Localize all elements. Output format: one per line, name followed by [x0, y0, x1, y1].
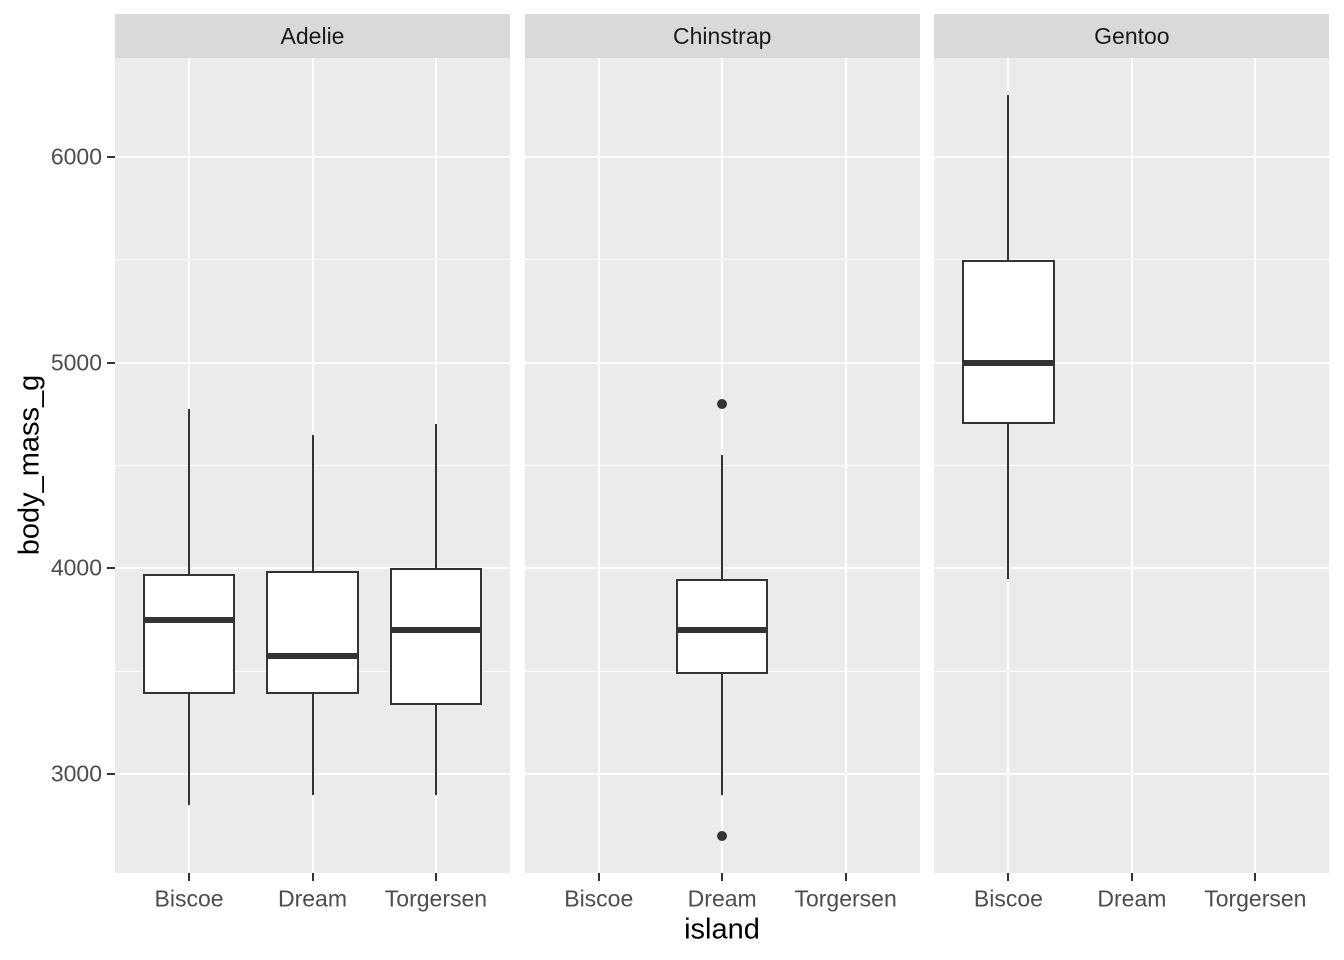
upper-whisker: [188, 408, 191, 574]
upper-whisker: [311, 434, 314, 571]
upper-whisker: [434, 424, 437, 569]
upper-whisker: [1007, 95, 1010, 260]
x-tick-mark: [844, 873, 847, 881]
x-tick-label: Torgersen: [794, 885, 897, 912]
gridline-vertical: [597, 58, 600, 873]
facet-strip-chinstrap: Chinstrap: [524, 14, 920, 58]
facet-panel-chinstrap: [524, 58, 920, 873]
y-tick-mark: [107, 361, 115, 364]
y-axis-title: body_mass_g: [13, 374, 46, 556]
x-tick-label: Dream: [1097, 885, 1167, 912]
lower-whisker: [311, 694, 314, 795]
lower-whisker: [434, 704, 437, 795]
x-tick-mark: [434, 873, 437, 881]
gridline-vertical: [1254, 58, 1257, 873]
x-tick-mark: [721, 873, 724, 881]
x-tick-label: Torgersen: [1204, 885, 1307, 912]
iqr-box: [962, 259, 1055, 425]
lower-whisker: [721, 673, 724, 795]
x-tick-mark: [1007, 873, 1010, 881]
facet-strip-label: Adelie: [280, 22, 345, 49]
gridline-vertical: [844, 58, 847, 873]
facet-strip-label: Gentoo: [1094, 22, 1170, 49]
x-tick-label: Biscoe: [154, 885, 224, 912]
y-tick-label: 3000: [50, 760, 102, 787]
x-tick-mark: [311, 873, 314, 881]
boxplot-chinstrap-dream: [525, 58, 920, 873]
x-axis-title: island: [684, 913, 760, 946]
lower-whisker: [188, 694, 191, 806]
boxplot-adelie-torgersen: [115, 58, 510, 873]
x-tick-mark: [188, 873, 191, 881]
y-tick-mark: [107, 773, 115, 776]
outlier-point: [717, 398, 728, 409]
upper-whisker: [721, 455, 724, 579]
median-line: [675, 627, 769, 634]
x-tick-label: Dream: [687, 885, 757, 912]
x-tick-mark: [1130, 873, 1133, 881]
boxplot-adelie-biscoe: [115, 58, 510, 873]
y-tick-label: 4000: [50, 554, 102, 581]
iqr-box: [266, 570, 359, 695]
median-line: [962, 359, 1055, 366]
boxplot-adelie-dream: [115, 58, 510, 873]
boxplot-gentoo-biscoe: [934, 58, 1329, 873]
facet-strip-gentoo: Gentoo: [934, 14, 1330, 58]
facet-strip-label: Chinstrap: [672, 22, 772, 49]
iqr-box: [675, 578, 769, 674]
y-tick-mark: [107, 567, 115, 570]
x-tick-label: Dream: [277, 885, 348, 912]
y-tick-mark: [107, 155, 115, 158]
lower-whisker: [1007, 424, 1010, 579]
facet-panel-adelie: [115, 58, 510, 873]
facet-panel-gentoo: [934, 58, 1330, 873]
iqr-box: [389, 568, 483, 705]
gridline-vertical: [1130, 58, 1133, 873]
x-tick-label: Torgersen: [384, 885, 488, 912]
x-tick-label: Biscoe: [973, 885, 1043, 912]
x-tick-mark: [1254, 873, 1257, 881]
y-tick-label: 6000: [50, 143, 102, 170]
x-tick-mark: [597, 873, 600, 881]
median-line: [142, 616, 236, 623]
x-tick-label: Biscoe: [564, 885, 634, 912]
y-tick-label: 5000: [50, 349, 102, 376]
median-line: [389, 627, 483, 634]
iqr-box: [142, 573, 236, 695]
outlier-point: [717, 830, 728, 841]
median-line: [266, 652, 359, 659]
facet-strip-adelie: Adelie: [115, 14, 510, 58]
